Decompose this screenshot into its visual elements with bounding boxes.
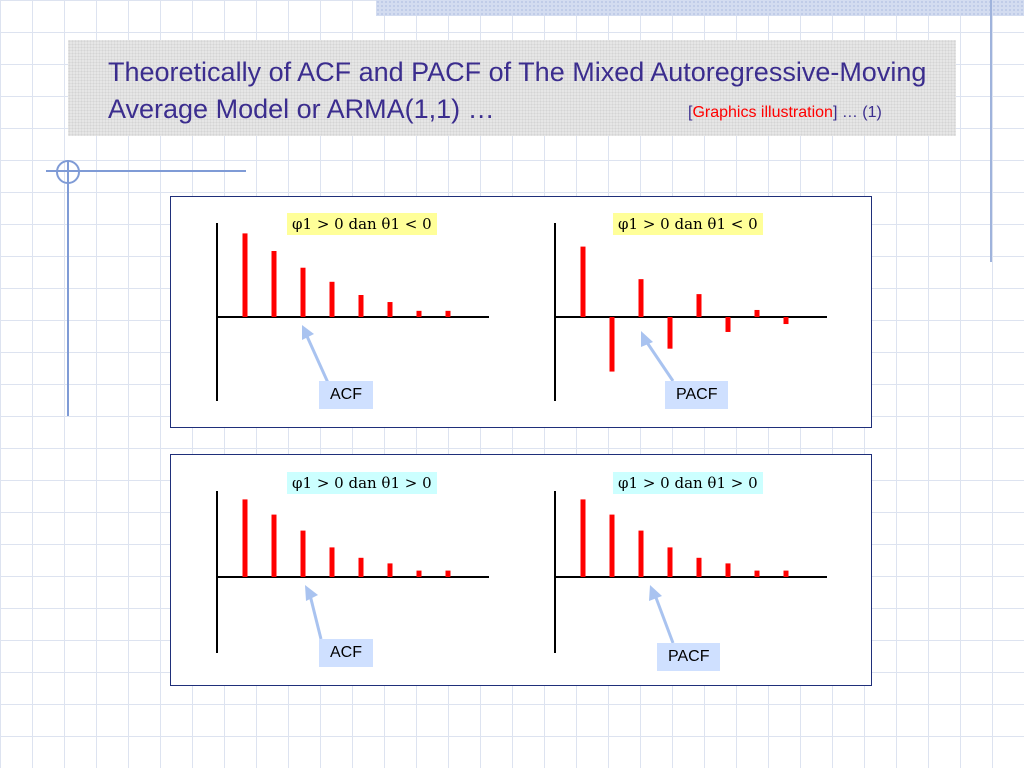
pacf-spike-lag-4 — [667, 317, 673, 349]
acf-spike-lag-1 — [242, 499, 248, 577]
acf-spike-lag-2 — [271, 514, 277, 577]
title-box: Theoretically of ACF and PACF of The Mix… — [68, 40, 956, 136]
pacf-chart — [554, 223, 827, 401]
panel-positive-theta: φ1 > 0 dan θ1 > 0 φ1 > 0 dan θ1 > 0 ACF … — [170, 454, 872, 686]
acf-spike-lag-4 — [329, 547, 335, 577]
condition-label: φ1 > 0 dan θ1 < 0 — [287, 213, 437, 235]
arrow-head — [641, 331, 653, 347]
bullet-circle-icon — [56, 160, 80, 184]
pacf-spike-lag-8 — [783, 570, 789, 577]
pacf-spike-lag-2 — [609, 317, 615, 372]
acf-spike-lag-7 — [416, 570, 422, 577]
acf-spike-lag-8 — [445, 310, 451, 317]
bracket-close-suffix: ] … (1) — [832, 104, 882, 121]
condition-label: φ1 > 0 dan θ1 < 0 — [613, 213, 763, 235]
graphics-illustration-link[interactable]: Graphics illustration — [692, 104, 833, 121]
pacf-spike-lag-3 — [638, 279, 644, 317]
acf-spike-lag-8 — [445, 570, 451, 577]
pacf-spike-lag-6 — [725, 563, 731, 577]
acf-spike-lag-2 — [271, 251, 277, 317]
pacf-spike-lag-6 — [725, 317, 731, 332]
acf-spike-lag-5 — [358, 557, 364, 577]
pacf-spike-lag-8 — [783, 317, 789, 325]
pacf-spike-lag-1 — [580, 246, 586, 317]
acf-spike-lag-6 — [387, 563, 393, 577]
acf-spike-lag-6 — [387, 302, 393, 317]
arrow-head — [302, 325, 314, 340]
title-extra: [Graphics illustration] … (1) — [688, 104, 882, 122]
charts-svg-2 — [216, 491, 827, 653]
top-decor-band — [376, 0, 1024, 16]
acf-pointer-arrow — [308, 594, 323, 640]
acf-spike-lag-1 — [242, 233, 248, 317]
pacf-pointer-arrow — [653, 594, 675, 644]
acf-pointer-arrow — [304, 333, 331, 386]
arrow-head — [649, 585, 662, 601]
pacf-spike-lag-2 — [609, 514, 615, 577]
acf-chart — [216, 223, 489, 401]
condition-label: φ1 > 0 dan θ1 > 0 — [287, 472, 437, 494]
acf-spike-lag-4 — [329, 281, 335, 317]
arrow-head — [305, 585, 318, 601]
pacf-spike-lag-3 — [638, 530, 644, 577]
pacf-spike-lag-5 — [696, 557, 702, 577]
pacf-spike-lag-7 — [754, 309, 760, 317]
slide-title: Theoretically of ACF and PACF of The Mix… — [108, 57, 927, 124]
acf-spike-lag-3 — [300, 267, 306, 317]
acf-spike-lag-5 — [358, 295, 364, 317]
pacf-label: PACF — [657, 643, 721, 671]
acf-spike-lag-7 — [416, 310, 422, 317]
pacf-spike-lag-1 — [580, 499, 586, 577]
pacf-spike-lag-7 — [754, 570, 760, 577]
charts-svg-1 — [216, 223, 827, 401]
pacf-chart — [554, 491, 827, 653]
condition-label: φ1 > 0 dan θ1 > 0 — [613, 472, 763, 494]
bracket-open: [ — [688, 104, 693, 121]
decor-vertical-line — [990, 0, 992, 262]
pacf-label: PACF — [665, 381, 729, 409]
pacf-pointer-arrow — [644, 340, 675, 382]
pacf-spike-lag-5 — [696, 294, 702, 317]
bullet-horizontal-line — [46, 170, 246, 172]
acf-label: ACF — [319, 639, 373, 667]
bullet-vertical-line — [67, 160, 69, 416]
pacf-spike-lag-4 — [667, 547, 673, 577]
panel-negative-theta: φ1 > 0 dan θ1 < 0 φ1 > 0 dan θ1 < 0 ACF … — [170, 196, 872, 428]
acf-chart — [216, 491, 489, 653]
acf-label: ACF — [319, 381, 373, 409]
acf-spike-lag-3 — [300, 530, 306, 577]
